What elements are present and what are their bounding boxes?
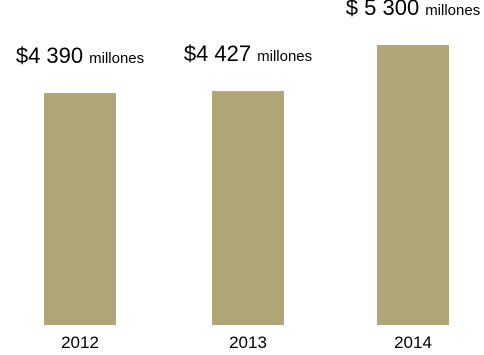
bar-2013: [212, 91, 284, 325]
data-label-unit: millones: [257, 48, 312, 65]
bar-2012: [44, 93, 116, 325]
data-label-value: $ 5 300: [346, 0, 419, 20]
data-labels-group: $4 390 millones $4 427 millones $ 5 300 millo…: [16, 0, 480, 68]
x-tick-labels-group: 2012 2013 2014: [61, 333, 432, 352]
data-label-2013: $4 427 millones: [184, 41, 312, 66]
x-tick-label-2013: 2013: [229, 333, 267, 352]
x-tick-label-2012: 2012: [61, 333, 99, 352]
data-label-unit: millones: [425, 2, 480, 19]
data-label-value: $4 427: [184, 41, 251, 66]
data-label-unit: millones: [89, 50, 144, 67]
data-label-value: $4 390: [16, 43, 83, 68]
data-label-2014: $ 5 300 millones: [346, 0, 480, 20]
bar-2014: [377, 45, 449, 325]
bars-group: [44, 45, 449, 325]
data-label-2012: $4 390 millones: [16, 43, 144, 68]
x-tick-label-2014: 2014: [394, 333, 432, 352]
